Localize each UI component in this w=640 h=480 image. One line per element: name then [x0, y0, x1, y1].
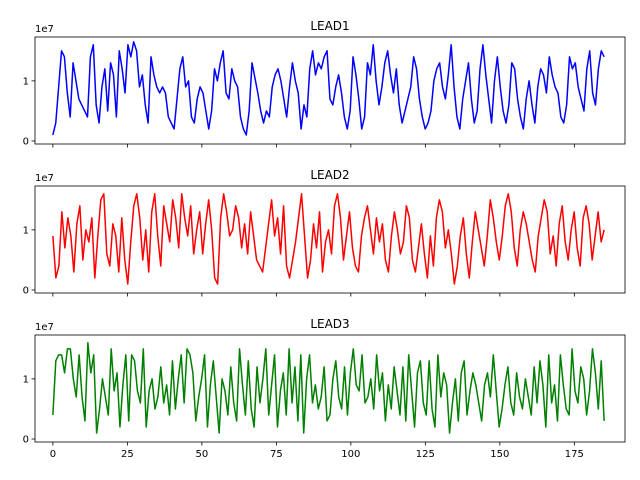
x-tick-label: 150: [490, 449, 509, 460]
y-tick-label: 0: [23, 434, 29, 445]
x-tick-label: 125: [416, 449, 435, 460]
y-tick-label: 1: [23, 76, 29, 87]
x-tick-label: 175: [565, 449, 584, 460]
y-tick-label: 0: [23, 285, 29, 296]
subplot-lead1: LEAD1 1e7 0 1: [23, 19, 626, 148]
x-tick-label: 25: [121, 449, 134, 460]
chart-title: LEAD1: [310, 19, 349, 33]
y-tick-label: 0: [23, 136, 29, 147]
axes-frame: [34, 185, 626, 294]
chart-title: LEAD3: [310, 317, 349, 331]
x-tick-label: 0: [50, 449, 56, 460]
y-offset-label: 1e7: [35, 24, 54, 35]
subplot-lead2: LEAD2 1e7 0 1: [23, 168, 626, 297]
y-tick-label: 1: [23, 374, 29, 385]
x-tick-label: 100: [341, 449, 360, 460]
x-tick-label: 75: [270, 449, 283, 460]
y-offset-label: 1e7: [35, 322, 54, 333]
x-tick-label: 50: [196, 449, 209, 460]
y-offset-label: 1e7: [35, 173, 54, 184]
series-line: [52, 342, 605, 434]
series-line: [52, 193, 605, 285]
axes-frame: [34, 36, 626, 145]
series-line: [52, 41, 605, 136]
chart-title: LEAD2: [310, 168, 349, 182]
axes-frame: [34, 334, 626, 443]
subplot-lead3: LEAD3 1e7 0 25 50 75 100 125 150 175 0 1: [23, 317, 626, 460]
y-tick-label: 1: [23, 225, 29, 236]
